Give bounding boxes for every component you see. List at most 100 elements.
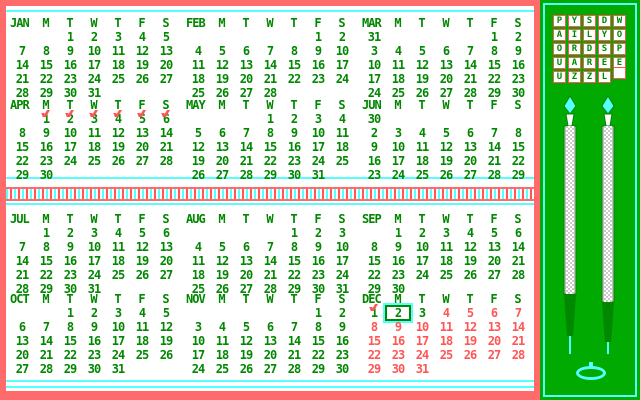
- day-cell[interactable]: 20: [239, 72, 253, 86]
- day-cell[interactable]: 26: [191, 168, 205, 182]
- day-cell[interactable]: 9: [338, 320, 346, 334]
- day-cell[interactable]: 28: [263, 282, 277, 296]
- day-cell[interactable]: 3: [418, 306, 426, 320]
- day-cell[interactable]: 3: [90, 112, 98, 126]
- day-cell[interactable]: 6: [18, 320, 26, 334]
- day-cell[interactable]: 26: [215, 86, 229, 100]
- day-cell[interactable]: 25: [415, 168, 429, 182]
- day-cell[interactable]: 8: [42, 44, 50, 58]
- day-cell[interactable]: 29: [15, 168, 29, 182]
- day-cell[interactable]: 22: [287, 268, 301, 282]
- pencil-icon[interactable]: [558, 96, 582, 356]
- day-cell[interactable]: 25: [439, 268, 453, 282]
- day-cell[interactable]: 17: [391, 154, 405, 168]
- day-cell[interactable]: 30: [335, 362, 349, 376]
- day-cell[interactable]: 9: [66, 240, 74, 254]
- day-cell[interactable]: 11: [87, 126, 101, 140]
- day-cell[interactable]: 30: [311, 282, 325, 296]
- day-cell[interactable]: 2: [290, 112, 298, 126]
- day-cell[interactable]: 23: [311, 268, 325, 282]
- day-cell[interactable]: 17: [415, 334, 429, 348]
- day-cell[interactable]: 8: [370, 320, 378, 334]
- day-cell[interactable]: 28: [39, 362, 53, 376]
- day-cell[interactable]: 27: [215, 168, 229, 182]
- day-cell[interactable]: 16: [311, 58, 325, 72]
- day-cell[interactable]: 22: [367, 268, 381, 282]
- day-cell[interactable]: 6: [514, 226, 522, 240]
- day-cell[interactable]: 6: [266, 320, 274, 334]
- day-cell[interactable]: 24: [415, 348, 429, 362]
- day-cell[interactable]: 19: [239, 348, 253, 362]
- day-cell[interactable]: 21: [263, 268, 277, 282]
- day-cell[interactable]: 8: [370, 240, 378, 254]
- day-cell[interactable]: 6: [466, 126, 474, 140]
- day-cell[interactable]: 18: [415, 154, 429, 168]
- day-cell[interactable]: 1: [370, 306, 378, 320]
- day-cell[interactable]: 23: [287, 154, 301, 168]
- day-cell[interactable]: 26: [439, 168, 453, 182]
- day-cell[interactable]: 14: [511, 320, 525, 334]
- day-cell[interactable]: 11: [391, 58, 405, 72]
- day-cell[interactable]: 5: [138, 112, 146, 126]
- day-cell[interactable]: 18: [191, 72, 205, 86]
- day-cell[interactable]: 10: [87, 44, 101, 58]
- day-cell[interactable]: 5: [162, 306, 170, 320]
- day-cell[interactable]: 19: [415, 72, 429, 86]
- day-cell[interactable]: 27: [439, 86, 453, 100]
- day-cell[interactable]: 17: [111, 334, 125, 348]
- day-cell[interactable]: 1: [290, 226, 298, 240]
- day-cell[interactable]: 25: [111, 72, 125, 86]
- day-cell[interactable]: 6: [218, 126, 226, 140]
- day-cell[interactable]: 25: [135, 348, 149, 362]
- day-cell[interactable]: 10: [311, 126, 325, 140]
- day-cell[interactable]: 15: [367, 254, 381, 268]
- day-cell[interactable]: 26: [463, 268, 477, 282]
- day-cell[interactable]: 16: [39, 140, 53, 154]
- day-cell[interactable]: 11: [111, 44, 125, 58]
- day-cell[interactable]: 11: [111, 240, 125, 254]
- day-cell[interactable]: 29: [287, 282, 301, 296]
- day-cell[interactable]: 10: [367, 58, 381, 72]
- day-cell[interactable]: 3: [114, 306, 122, 320]
- day-cell[interactable]: 16: [391, 334, 405, 348]
- day-cell[interactable]: 4: [138, 306, 146, 320]
- day-cell[interactable]: 15: [63, 334, 77, 348]
- day-cell[interactable]: 29: [487, 86, 501, 100]
- day-cell[interactable]: 30: [511, 86, 525, 100]
- day-cell[interactable]: 26: [159, 348, 173, 362]
- day-cell[interactable]: 2: [90, 306, 98, 320]
- day-cell[interactable]: 9: [42, 126, 50, 140]
- day-cell[interactable]: 3: [314, 112, 322, 126]
- day-cell[interactable]: 27: [263, 362, 277, 376]
- day-cell[interactable]: 19: [111, 140, 125, 154]
- day-cell[interactable]: 17: [87, 58, 101, 72]
- day-cell[interactable]: 31: [87, 86, 101, 100]
- day-cell[interactable]: 28: [287, 362, 301, 376]
- day-cell[interactable]: 26: [415, 86, 429, 100]
- day-cell[interactable]: 18: [191, 268, 205, 282]
- day-cell[interactable]: 9: [394, 320, 402, 334]
- day-cell[interactable]: 11: [135, 320, 149, 334]
- day-cell[interactable]: 29: [39, 282, 53, 296]
- day-cell[interactable]: 28: [511, 348, 525, 362]
- day-cell[interactable]: 14: [159, 126, 173, 140]
- day-cell[interactable]: 14: [487, 140, 501, 154]
- day-cell[interactable]: 29: [311, 362, 325, 376]
- day-cell[interactable]: 19: [463, 254, 477, 268]
- day-cell[interactable]: 24: [87, 268, 101, 282]
- day-cell[interactable]: 5: [194, 126, 202, 140]
- day-cell[interactable]: 3: [114, 30, 122, 44]
- day-cell[interactable]: 27: [159, 72, 173, 86]
- day-cell[interactable]: 13: [263, 334, 277, 348]
- day-cell[interactable]: 15: [287, 58, 301, 72]
- day-cell[interactable]: 2: [418, 226, 426, 240]
- day-cell[interactable]: 20: [263, 348, 277, 362]
- day-cell[interactable]: 8: [18, 126, 26, 140]
- day-cell[interactable]: 27: [15, 362, 29, 376]
- day-cell[interactable]: 14: [263, 58, 277, 72]
- day-cell[interactable]: 5: [442, 126, 450, 140]
- day-cell[interactable]: 29: [263, 168, 277, 182]
- day-cell[interactable]: 14: [15, 58, 29, 72]
- day-cell[interactable]: 15: [263, 140, 277, 154]
- day-cell[interactable]: 17: [87, 254, 101, 268]
